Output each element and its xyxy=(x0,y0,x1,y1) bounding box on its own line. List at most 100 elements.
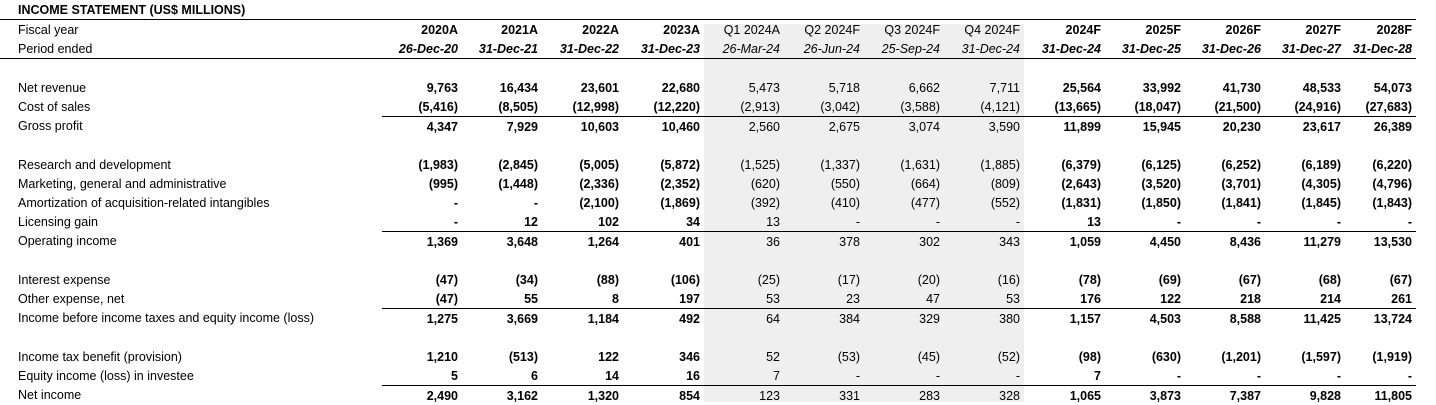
value-cell: 11,425 xyxy=(1265,309,1345,329)
value-cell: (1,850) xyxy=(1105,193,1185,212)
value-cell: 7,387 xyxy=(1185,386,1265,405)
spacer-row xyxy=(0,251,1416,270)
value-cell: 23,601 xyxy=(542,78,623,97)
value-cell: 1,065 xyxy=(1024,386,1105,405)
value-cell: (410) xyxy=(784,193,864,212)
value-cell: (2,352) xyxy=(623,174,704,193)
value-cell: 10,603 xyxy=(542,117,623,137)
value-cell: 1,210 xyxy=(382,347,462,366)
value-cell: 7 xyxy=(1024,366,1105,386)
value-cell: (3,588) xyxy=(864,97,944,117)
title-row: INCOME STATEMENT (US$ MILLIONS) xyxy=(0,0,1416,20)
period-date-cell: 31-Dec-23 xyxy=(623,39,704,59)
spacer-row xyxy=(0,328,1416,347)
period-date-cell: 31-Dec-24 xyxy=(1024,39,1105,59)
period-date-cell: 31-Dec-21 xyxy=(462,39,542,59)
value-cell: 384 xyxy=(784,309,864,329)
row-label: Other expense, net xyxy=(0,289,382,309)
value-cell: (6,252) xyxy=(1185,155,1265,174)
value-cell: 1,059 xyxy=(1024,232,1105,252)
value-cell: (2,100) xyxy=(542,193,623,212)
value-cell: 4,503 xyxy=(1105,309,1185,329)
period-date-cell: 26-Jun-24 xyxy=(784,39,864,59)
statement-row: Income before income taxes and equity in… xyxy=(0,309,1416,329)
value-cell: 8,436 xyxy=(1185,232,1265,252)
value-cell: 329 xyxy=(864,309,944,329)
period-date-cell: 25-Sep-24 xyxy=(864,39,944,59)
value-cell: - xyxy=(864,212,944,232)
value-cell: 33,992 xyxy=(1105,78,1185,97)
value-cell: (1,843) xyxy=(1345,193,1416,212)
period-date-cell: 31-Dec-28 xyxy=(1345,39,1416,59)
value-cell: (1,841) xyxy=(1185,193,1265,212)
fiscal-year-cell: 2024F xyxy=(1024,20,1105,40)
value-cell: (477) xyxy=(864,193,944,212)
value-cell: (106) xyxy=(623,270,704,289)
value-cell: 6 xyxy=(462,366,542,386)
value-cell: 3,162 xyxy=(462,386,542,405)
value-cell: 3,590 xyxy=(944,117,1024,137)
value-cell: 4,347 xyxy=(382,117,462,137)
value-cell: 5,473 xyxy=(704,78,784,97)
value-cell: (1,919) xyxy=(1345,347,1416,366)
value-cell: 197 xyxy=(623,289,704,309)
value-cell: 41,730 xyxy=(1185,78,1265,97)
value-cell: 47 xyxy=(864,289,944,309)
value-cell: (550) xyxy=(784,174,864,193)
value-cell: 854 xyxy=(623,386,704,405)
value-cell: (513) xyxy=(462,347,542,366)
value-cell: 328 xyxy=(944,386,1024,405)
value-cell: 2,490 xyxy=(382,386,462,405)
spacer-cell xyxy=(0,136,1416,155)
value-cell: (1,845) xyxy=(1265,193,1345,212)
value-cell: 11,279 xyxy=(1265,232,1345,252)
value-cell: 23 xyxy=(784,289,864,309)
value-cell: 36 xyxy=(704,232,784,252)
value-cell: 53 xyxy=(704,289,784,309)
value-cell: - xyxy=(462,193,542,212)
value-cell: - xyxy=(864,366,944,386)
page-title: INCOME STATEMENT (US$ MILLIONS) xyxy=(0,0,1416,20)
value-cell: 176 xyxy=(1024,289,1105,309)
value-cell: (3,520) xyxy=(1105,174,1185,193)
value-cell: 214 xyxy=(1265,289,1345,309)
value-cell: 55 xyxy=(462,289,542,309)
row-label: Net income xyxy=(0,386,382,405)
value-cell: - xyxy=(1265,366,1345,386)
value-cell: 4,450 xyxy=(1105,232,1185,252)
value-cell: (67) xyxy=(1345,270,1416,289)
value-cell: 16,434 xyxy=(462,78,542,97)
fiscal-year-cell: 2028F xyxy=(1345,20,1416,40)
value-cell: 22,680 xyxy=(623,78,704,97)
value-cell: (98) xyxy=(1024,347,1105,366)
value-cell: (13,665) xyxy=(1024,97,1105,117)
value-cell: 5 xyxy=(382,366,462,386)
value-cell: (20) xyxy=(864,270,944,289)
value-cell: 3,648 xyxy=(462,232,542,252)
value-cell: (664) xyxy=(864,174,944,193)
value-cell: (27,683) xyxy=(1345,97,1416,117)
value-cell: (620) xyxy=(704,174,784,193)
value-cell: (25) xyxy=(704,270,784,289)
value-cell: 261 xyxy=(1345,289,1416,309)
value-cell: - xyxy=(382,212,462,232)
value-cell: (24,916) xyxy=(1265,97,1345,117)
value-cell: (809) xyxy=(944,174,1024,193)
row-label: Operating income xyxy=(0,232,382,252)
value-cell: (45) xyxy=(864,347,944,366)
value-cell: 378 xyxy=(784,232,864,252)
value-cell: - xyxy=(1105,212,1185,232)
fiscal-year-cell: Q1 2024A xyxy=(704,20,784,40)
value-cell: 13,724 xyxy=(1345,309,1416,329)
value-cell: - xyxy=(1105,366,1185,386)
value-cell: 2,560 xyxy=(704,117,784,137)
row-label: Income before income taxes and equity in… xyxy=(0,309,382,329)
value-cell: 12 xyxy=(462,212,542,232)
value-cell: - xyxy=(1185,212,1265,232)
spacer-cell xyxy=(0,251,1416,270)
